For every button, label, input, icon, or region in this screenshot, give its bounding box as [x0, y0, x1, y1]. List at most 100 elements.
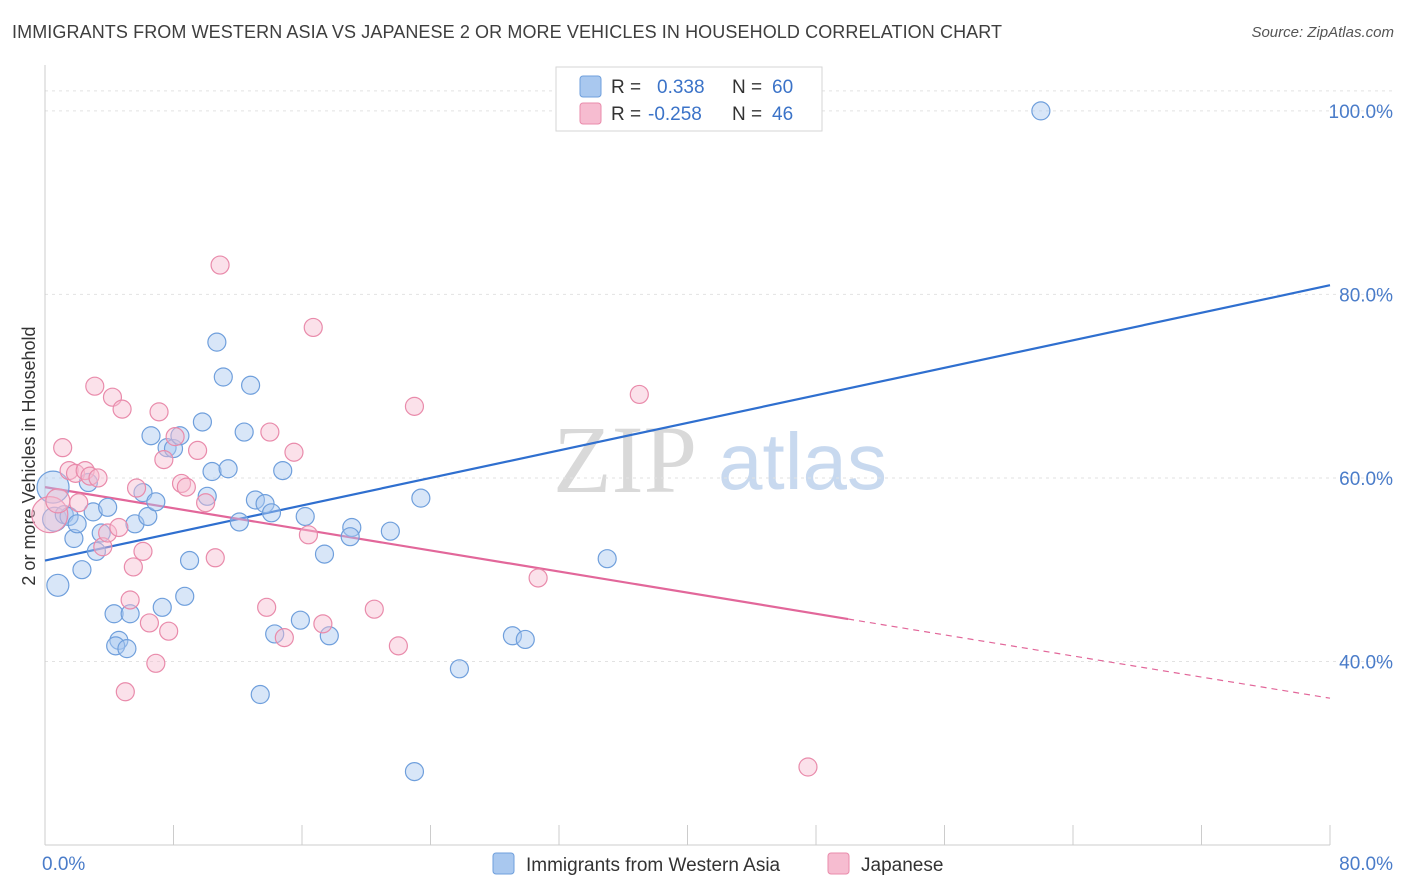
- data-point-blue: [91, 523, 111, 543]
- chart-title: IMMIGRANTS FROM WESTERN ASIA VS JAPANESE…: [12, 22, 1003, 42]
- data-point-pink: [176, 477, 196, 497]
- data-point-blue: [234, 422, 254, 442]
- data-point-pink: [257, 597, 277, 617]
- data-point-pink: [303, 317, 323, 338]
- data-point-pink: [85, 376, 105, 396]
- bottom-legend-swatch-pink: [827, 852, 850, 875]
- data-point-blue: [192, 412, 213, 432]
- legend-r-value-blue: 0.338: [657, 77, 705, 98]
- data-point-blue: [273, 461, 293, 481]
- data-point-blue: [146, 492, 166, 512]
- data-point-blue: [1031, 101, 1051, 121]
- y-tick-label: 40.0%: [1339, 652, 1393, 673]
- data-point-blue: [340, 527, 360, 547]
- data-point-blue: [515, 629, 535, 650]
- legend-n-label-pink: N =: [732, 104, 762, 125]
- data-point-blue: [213, 367, 233, 387]
- data-point-pink: [196, 493, 216, 513]
- data-point-pink: [205, 548, 225, 568]
- data-point-pink: [88, 468, 108, 488]
- data-point-pink: [120, 590, 140, 610]
- bottom-legend: Immigrants from Western Asia Japanese: [492, 852, 943, 876]
- data-point-pink: [126, 478, 147, 498]
- legend-n-value-blue: 60: [772, 77, 793, 98]
- data-point-pink: [98, 523, 118, 543]
- data-point-pink: [210, 255, 230, 275]
- data-point-blue: [157, 438, 177, 458]
- data-point-blue: [106, 636, 126, 656]
- data-point-pink: [528, 568, 548, 588]
- legend-r-value-pink: -0.258: [648, 104, 702, 125]
- data-point-blue: [67, 514, 87, 534]
- watermark-atlas: atlas: [718, 417, 887, 506]
- data-point-blue: [179, 550, 200, 571]
- data-point-blue: [265, 624, 285, 644]
- y-tick-label: 100.0%: [1329, 102, 1394, 123]
- data-points: [31, 101, 1051, 782]
- data-point-pink: [139, 613, 160, 633]
- x-tick-label: 0.0%: [42, 854, 85, 875]
- data-point-pink: [146, 653, 166, 673]
- data-point-blue: [245, 490, 266, 510]
- data-point-blue: [314, 544, 335, 564]
- data-point-blue: [380, 521, 400, 541]
- data-point-pink: [165, 427, 185, 447]
- data-point-blue: [229, 512, 249, 532]
- legend-r-label-blue: R =: [611, 77, 641, 98]
- data-point-pink: [364, 599, 384, 619]
- data-point-pink: [53, 438, 73, 458]
- data-point-pink: [80, 466, 100, 486]
- legend-r-label-pink: R =: [611, 104, 641, 125]
- data-point-pink: [629, 384, 649, 405]
- legend: R = 0.338 N = 60 R = -0.258 N = 46: [555, 66, 823, 132]
- data-point-blue: [138, 506, 158, 527]
- data-point-blue: [295, 506, 315, 527]
- data-point-blue: [250, 684, 270, 705]
- data-point-blue: [502, 626, 523, 646]
- data-point-blue: [218, 459, 238, 479]
- data-point-blue: [261, 503, 282, 523]
- data-point-pink: [154, 449, 174, 470]
- data-point-pink: [112, 399, 132, 419]
- data-point-pink: [187, 440, 208, 461]
- data-point-blue: [411, 488, 431, 508]
- watermark: ZIP atlas: [553, 406, 887, 513]
- data-point-pink: [159, 621, 179, 641]
- data-point-pink: [45, 488, 71, 514]
- data-point-blue: [59, 506, 79, 527]
- bottom-legend-label-pink: Japanese: [861, 855, 943, 876]
- trend-line-pink: [44, 486, 849, 621]
- trend-line-extension-pink: [848, 618, 1331, 699]
- data-point-pink: [149, 402, 169, 422]
- data-point-blue: [120, 604, 140, 624]
- data-point-blue: [72, 560, 92, 580]
- data-point-blue: [141, 426, 161, 446]
- data-point-blue: [207, 332, 227, 352]
- data-point-blue: [152, 597, 172, 617]
- data-point-blue: [175, 586, 195, 606]
- y-tick-label: 80.0%: [1339, 285, 1393, 306]
- data-point-blue: [197, 486, 217, 506]
- data-point-pink: [123, 557, 143, 577]
- data-point-blue: [64, 528, 84, 549]
- data-point-pink: [298, 525, 319, 545]
- y-axis-label: 2 or more Vehicles in Household: [19, 326, 39, 585]
- y-tick-labels: 40.0% 60.0% 80.0% 100.0%: [1329, 102, 1394, 674]
- data-point-blue: [449, 659, 470, 679]
- data-point-pink: [260, 422, 280, 442]
- legend-n-label-blue: N =: [732, 77, 762, 98]
- bottom-legend-swatch-blue: [492, 852, 515, 875]
- data-point-pink: [404, 396, 425, 416]
- y-tick-label: 60.0%: [1339, 469, 1393, 490]
- data-point-pink: [69, 493, 89, 513]
- data-point-pink: [388, 636, 408, 656]
- data-point-pink: [109, 517, 129, 538]
- data-point-blue: [597, 549, 617, 569]
- data-point-blue: [98, 497, 118, 517]
- data-point-pink: [284, 442, 304, 462]
- legend-swatch-pink: [579, 102, 602, 125]
- data-point-pink: [274, 628, 294, 648]
- data-point-pink: [133, 541, 153, 561]
- legend-swatch-blue: [579, 75, 602, 98]
